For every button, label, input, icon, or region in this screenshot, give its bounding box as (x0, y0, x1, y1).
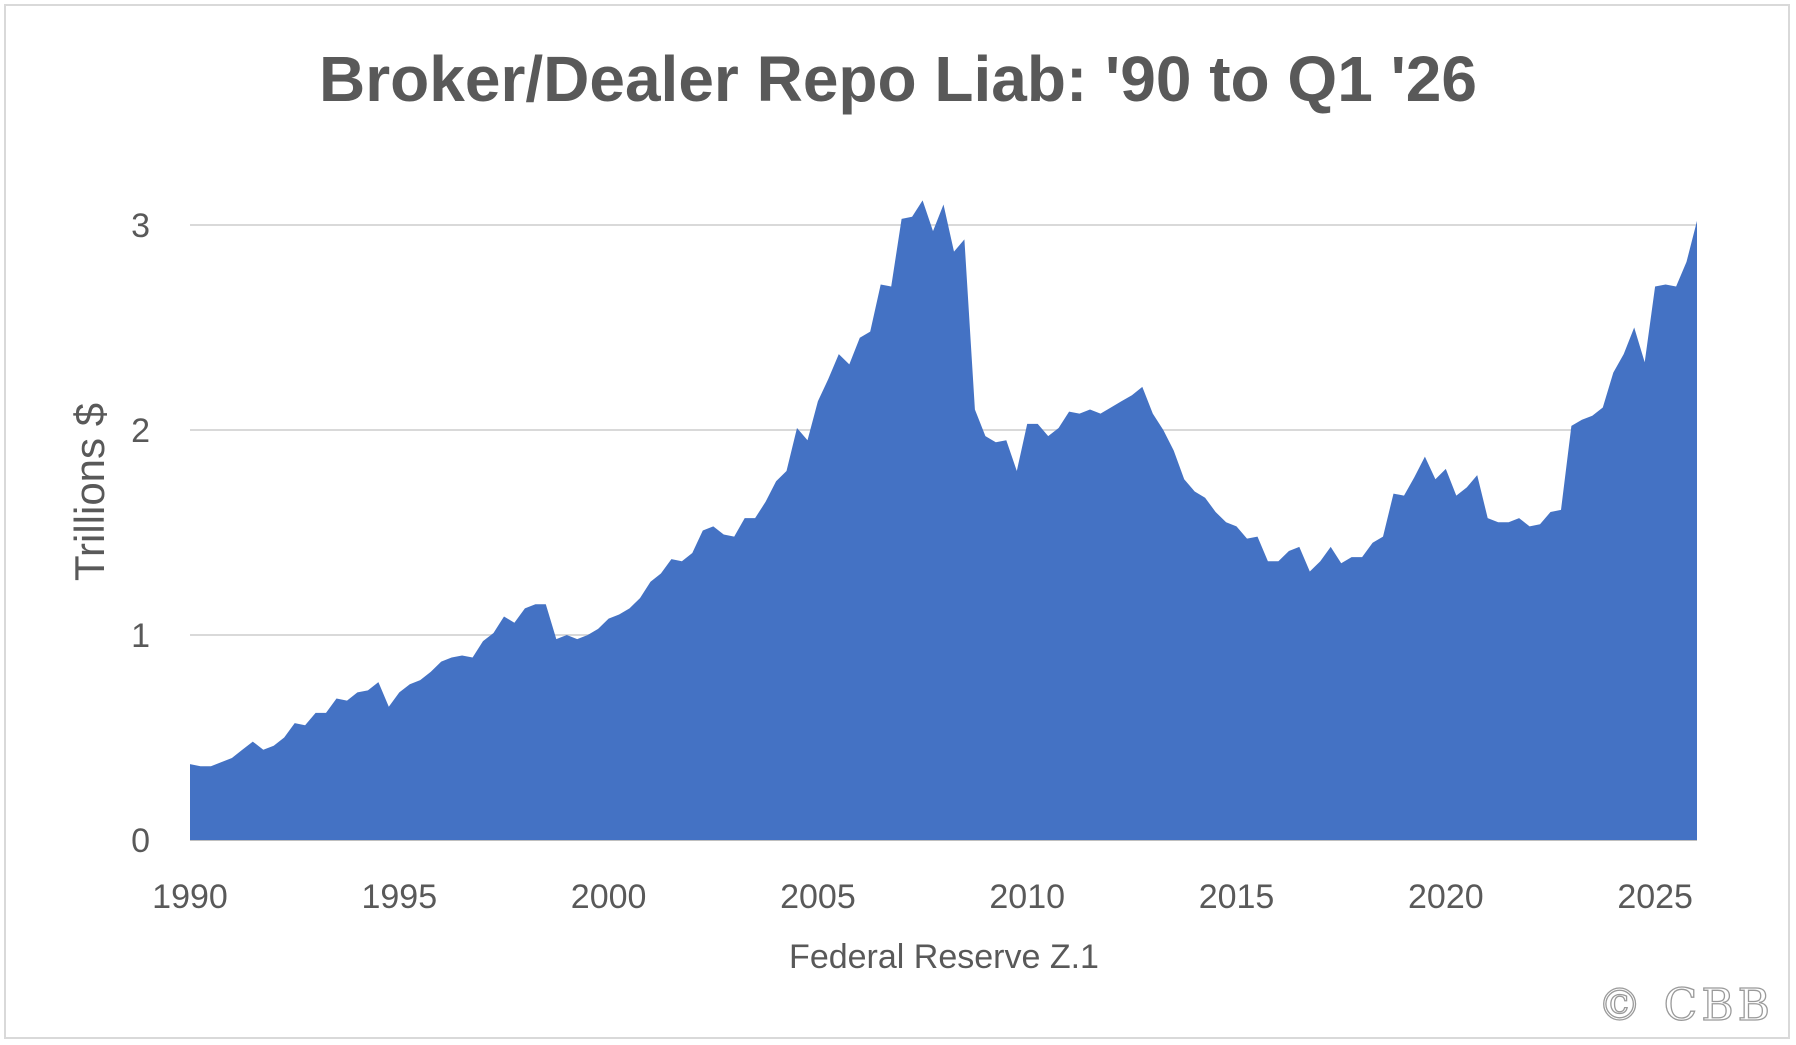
y-tick-label: 1 (131, 617, 150, 655)
x-tick-label: 2020 (1408, 878, 1484, 916)
x-tick-label: 2000 (571, 878, 647, 916)
x-axis-label: Federal Reserve Z.1 (789, 938, 1099, 976)
area-series (190, 200, 1697, 840)
x-tick-label: 2010 (989, 878, 1065, 916)
y-axis-ticks: 0 1 2 3 (131, 207, 150, 860)
y-tick-label: 2 (131, 412, 150, 450)
x-tick-label: 1990 (152, 878, 228, 916)
area-series-path (190, 200, 1697, 840)
chart-title: Broker/Dealer Repo Liab: '90 to Q1 '26 (319, 43, 1477, 115)
copyright-credit: © CBB (1597, 979, 1774, 1031)
y-tick-label: 3 (131, 207, 150, 245)
x-tick-label: 2025 (1617, 878, 1693, 916)
x-axis-ticks: 1990 1995 2000 2005 2010 2015 2020 2025 (152, 878, 1693, 916)
x-tick-label: 2015 (1199, 878, 1275, 916)
x-tick-label: 1995 (361, 878, 437, 916)
y-axis-label: Trillions $ (66, 403, 113, 581)
y-tick-label: 0 (131, 822, 150, 860)
x-tick-label: 2005 (780, 878, 856, 916)
